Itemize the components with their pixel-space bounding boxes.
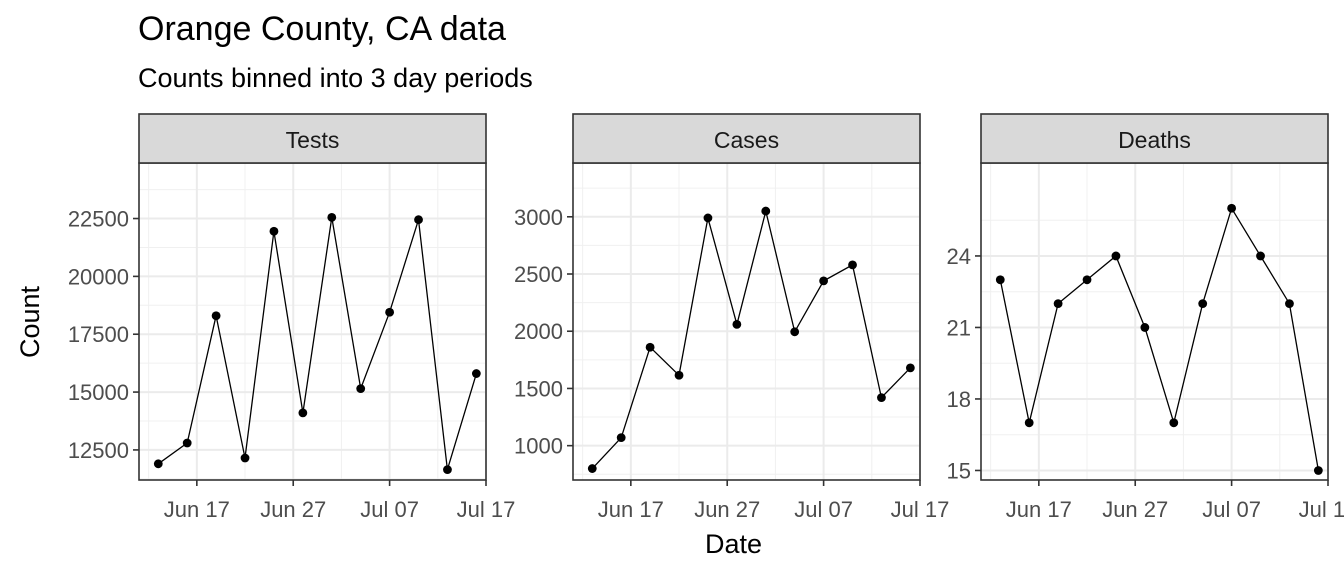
- strip-cases: [572, 113, 921, 164]
- x-tick-label: Jun 27: [1102, 497, 1168, 522]
- panel-cases: Cases 1000 1500 2000 2500 3000 Jun 17 Jun 27 Jul…: [514, 113, 950, 522]
- data-point: [1198, 299, 1208, 309]
- y-tick-label: 2000: [514, 319, 563, 344]
- x-tick-label: Jun 27: [694, 497, 760, 522]
- x-tick-label: Jun 27: [260, 497, 326, 522]
- data-point: [211, 311, 221, 321]
- y-tick-label: 18: [947, 387, 971, 412]
- x-axis-title: Date: [705, 529, 762, 559]
- data-point: [674, 370, 684, 380]
- strip-deaths: [980, 113, 1329, 164]
- data-point: [848, 260, 857, 270]
- data-point: [1227, 203, 1237, 213]
- data-point: [1256, 251, 1265, 261]
- x-tick-label: Jun 17: [1006, 497, 1072, 522]
- data-point: [385, 307, 395, 317]
- data-point: [327, 212, 337, 222]
- data-point: [1169, 418, 1179, 428]
- data-point: [587, 464, 597, 473]
- x-tick-label: Jul 17: [457, 497, 516, 522]
- series-line-deaths: [999, 206, 1320, 471]
- data-point: [1024, 418, 1034, 428]
- chart-subtitle: Counts binned into 3 day periods: [138, 63, 533, 93]
- strip-label-cases: Cases: [714, 127, 779, 153]
- panel-deaths: Deaths 15 18 21 24 Jun 17 Jun 27 Jul 07 Jul 17: [947, 113, 1344, 522]
- data-point: [877, 393, 886, 403]
- y-tick-label: 1500: [514, 376, 563, 401]
- strip-label-deaths: Deaths: [1118, 127, 1191, 153]
- x-tick-label: Jul 17: [891, 497, 950, 522]
- data-point: [240, 453, 250, 463]
- y-tick-label: 2500: [514, 262, 563, 287]
- x-tick-label: Jul 17: [1299, 497, 1344, 522]
- data-point: [616, 433, 626, 443]
- data-point: [1140, 323, 1150, 332]
- y-axis-title: Count: [15, 285, 45, 358]
- data-point: [819, 276, 829, 286]
- data-point: [1111, 251, 1121, 261]
- chart-title: Orange County, CA data: [138, 10, 506, 48]
- data-point: [1082, 275, 1092, 285]
- data-point: [790, 327, 800, 337]
- data-point: [298, 408, 308, 418]
- x-tick-label: Jul 07: [1202, 497, 1261, 522]
- data-point: [471, 369, 481, 378]
- data-point: [182, 438, 192, 448]
- x-tick-label: Jun 17: [164, 497, 230, 522]
- data-point: [153, 459, 163, 469]
- series-line-tests: [157, 217, 478, 470]
- data-point: [905, 363, 915, 373]
- panel-tests: Tests 12500 15000 17500 20000 22500 Jun 17 Jun …: [68, 113, 516, 522]
- x-tick-label: Jul 07: [360, 497, 419, 522]
- data-point: [414, 215, 423, 225]
- panel-background: [139, 163, 486, 480]
- x-tick-label: Jun 17: [598, 497, 664, 522]
- data-point: [269, 226, 279, 236]
- data-point: [761, 206, 771, 216]
- series-line-cases: [591, 210, 911, 470]
- data-point: [645, 342, 655, 352]
- data-point: [732, 319, 742, 329]
- y-tick-label: 3000: [514, 205, 563, 230]
- data-point: [703, 213, 713, 223]
- x-tick-label: Jul 07: [794, 497, 853, 522]
- y-tick-label: 22500: [68, 207, 129, 232]
- data-point: [356, 384, 366, 394]
- data-point: [1313, 466, 1323, 475]
- y-tick-label: 17500: [68, 322, 129, 347]
- y-tick-label: 15000: [68, 380, 129, 405]
- panel-background: [573, 163, 920, 480]
- strip-label-tests: Tests: [286, 127, 340, 153]
- y-tick-label: 12500: [68, 438, 129, 463]
- panel-background: [981, 163, 1328, 480]
- data-point: [995, 275, 1005, 285]
- y-tick-label: 15: [947, 458, 971, 483]
- y-tick-label: 20000: [68, 264, 129, 289]
- y-tick-label: 24: [947, 244, 971, 269]
- strip-tests: [138, 113, 487, 164]
- y-tick-label: 1000: [514, 434, 563, 459]
- data-point: [443, 465, 452, 474]
- data-point: [1053, 299, 1063, 309]
- y-tick-label: 21: [947, 315, 971, 340]
- data-point: [1285, 299, 1294, 309]
